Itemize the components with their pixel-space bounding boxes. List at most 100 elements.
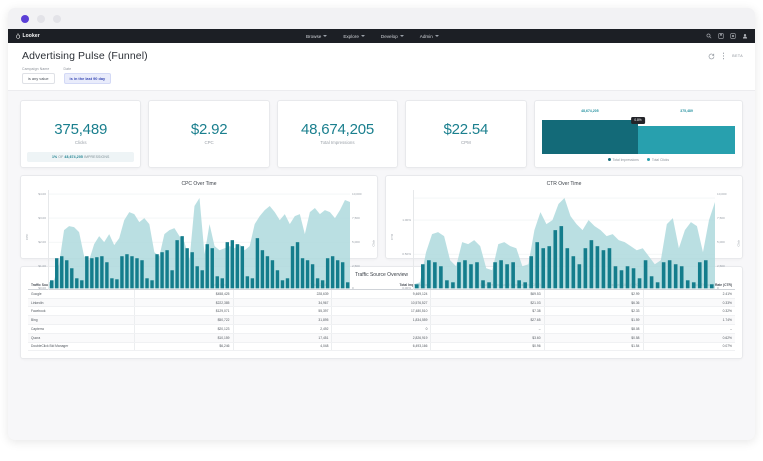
funnel-plot-area: 48,674,205 375,489 0.8%	[541, 108, 735, 154]
legend-item-total-impressions[interactable]: Total Impressions	[607, 157, 639, 162]
cpc-right-axis: Click 10,000 7,500 5,000 2,500 0	[350, 190, 375, 290]
chart-title: CPC Over Time	[181, 180, 217, 187]
legend-swatch-icon	[646, 158, 650, 162]
bookmark-icon[interactable]	[717, 33, 724, 40]
filter-value-campaign-name[interactable]: is any value	[22, 72, 55, 84]
kpi-tile-clicks[interactable]: 375,489 Clicks 1% OF 48,674,205 IMPRESSI…	[20, 99, 142, 168]
cell-cpm: $69.53	[430, 289, 545, 299]
chart-title: CTR Over Time	[546, 180, 582, 187]
axis-title: Click	[736, 240, 740, 247]
cell-cpc: $8.08	[544, 324, 644, 334]
filter-label: Date	[63, 67, 72, 71]
refresh-icon[interactable]	[708, 53, 715, 60]
table-row[interactable]: Capterra $20,123 2,492 0 – $8.08 –	[28, 324, 735, 334]
cell-cpm: $3.60	[430, 333, 545, 343]
kpi-tile-cpm[interactable]: $22.54 CPM	[405, 99, 527, 168]
cell-traffic-source: LinkedIn	[28, 298, 135, 308]
ctr-over-time-tile[interactable]: CTR Over Time CTR 1.00% 0.50% 0.00%	[385, 174, 743, 303]
cell-ctr: 0.33%	[643, 298, 735, 308]
nav-item-admin[interactable]: Admin	[420, 34, 439, 39]
nav-item-explore[interactable]: Explore	[343, 34, 365, 39]
kpi-footer-percent: 1%	[51, 154, 58, 159]
axis-tick: 10,000	[352, 191, 362, 196]
nav-label: Develop	[380, 33, 398, 39]
cell-traffic-source: Facebook	[28, 306, 135, 317]
cell-ctr: 1.74%	[643, 315, 735, 325]
page-title: Advertising Pulse (Funnel)	[22, 50, 148, 62]
kpi-label: Clicks	[74, 139, 87, 145]
filter-value-date[interactable]: is in the last 90 day	[63, 72, 112, 84]
window-maximize-dot[interactable]	[53, 14, 61, 23]
cell-total-clicks: 31,895	[233, 315, 333, 325]
axis-tick: 5,000	[717, 240, 725, 245]
axis-tick: 0.50%	[402, 252, 411, 257]
ctr-canvas	[413, 189, 715, 291]
cell-cpc: $1.59	[544, 315, 644, 325]
cell-total-impressions: 17,480,510	[331, 306, 432, 317]
kebab-menu-icon[interactable]	[722, 52, 725, 60]
kpi-footer-unit: IMPRESSIONS	[82, 154, 110, 159]
avatar-icon[interactable]	[741, 33, 748, 40]
kpi-tile-total-impressions[interactable]: 48,674,205 Total Impressions	[276, 99, 399, 168]
kpi-comparison-footer: 1% OF 48,674,205 IMPRESSIONS	[27, 151, 135, 162]
axis-tick: 1.00%	[402, 217, 411, 222]
timeseries-row: CPC Over Time CPC $4.00 $3.00 $2.00 $1.0…	[20, 174, 743, 303]
chevron-down-icon	[323, 35, 328, 37]
table-row[interactable]: Bing $50,722 31,895 1,834,559 $27.65 $1.…	[28, 315, 735, 325]
cell-total-impressions: 10,576,527	[331, 298, 432, 308]
nav-item-browse[interactable]: Browse	[306, 34, 328, 39]
cell-total-cost: $129,071	[134, 306, 234, 317]
table-row[interactable]: Google $458,425 228,639 9,469,124 $69.53…	[28, 289, 735, 299]
table-row[interactable]: DoubleClick Bid Manager $6,246 4,048 6,4…	[28, 342, 735, 352]
nav-actions	[705, 33, 748, 40]
legend-label: Total Impressions	[612, 157, 639, 162]
kpi-label: CPM	[460, 139, 471, 145]
legend-label: Total Clicks	[651, 157, 670, 162]
cell-cpm: $27.65	[430, 315, 545, 325]
cell-ctr: –	[643, 324, 735, 334]
cell-total-clicks: 4,048	[233, 342, 333, 352]
kpi-footer-total: 48,674,205	[64, 154, 83, 159]
nav-item-develop[interactable]: Develop	[381, 34, 404, 39]
cell-cpm: $21.03	[430, 298, 545, 308]
cell-total-impressions: 2,826,919	[331, 333, 432, 343]
kpi-tile-cpc[interactable]: $2.92 CPC	[148, 99, 270, 168]
ctr-plot: CTR 1.00% 0.50% 0.00%	[390, 189, 740, 291]
cell-total-impressions: 6,493,166	[331, 342, 432, 352]
cell-traffic-source: Capterra	[28, 324, 135, 334]
axis-tick: $3.00	[38, 215, 46, 220]
window-close-dot[interactable]	[21, 14, 29, 23]
filter-campaign-name: Campaign Name is any value	[22, 67, 55, 84]
help-icon[interactable]	[729, 33, 736, 40]
axis-tick: 10,000	[717, 191, 727, 196]
cell-total-clicks: 2,492	[233, 324, 333, 334]
search-icon[interactable]	[705, 33, 712, 40]
cell-total-clicks: 228,639	[233, 289, 333, 299]
cell-ctr: 0.32%	[643, 306, 735, 317]
ctr-left-axis: CTR 1.00% 0.50% 0.00%	[390, 190, 413, 290]
cell-total-cost: $222,385	[134, 298, 234, 308]
table-row[interactable]: LinkedIn $222,385 34,967 10,576,527 $21.…	[28, 298, 735, 308]
window-minimize-dot[interactable]	[37, 14, 45, 23]
traffic-source-table: Traffic Source Total Cost⌄ Total Clicks …	[28, 280, 735, 352]
looker-mark-icon	[16, 33, 20, 39]
cell-traffic-source: DoubleClick Bid Manager	[28, 342, 135, 352]
ctr-right-axis: Click 10,000 7,500 5,000 2,500 0	[715, 190, 740, 290]
dashboard-header: Advertising Pulse (Funnel) BETA Campaign…	[8, 43, 755, 91]
funnel-tooltip: 0.8%	[631, 116, 645, 125]
cpc-chart-svg	[49, 193, 350, 289]
axis-tick: 7,500	[352, 215, 360, 220]
kpi-label: CPC	[204, 139, 214, 145]
cell-cpc: $2.99	[544, 289, 644, 299]
cell-cpc: $2.33	[544, 306, 644, 317]
looker-logo[interactable]: Looker	[15, 33, 40, 39]
legend-item-total-clicks[interactable]: Total Clicks	[646, 157, 670, 162]
cell-traffic-source: Google	[28, 289, 135, 299]
funnel-chart-tile[interactable]: 48,674,205 375,489 0.8% Total Impression…	[533, 99, 743, 168]
cpc-over-time-tile[interactable]: CPC Over Time CPC $4.00 $3.00 $2.00 $1.0…	[20, 174, 378, 303]
axis-tick: $0.00	[38, 286, 46, 291]
dashboard-body: 375,489 Clicks 1% OF 48,674,205 IMPRESSI…	[8, 91, 755, 360]
axis-tick: 7,500	[717, 215, 725, 220]
table-row[interactable]: Facebook $129,071 55,397 17,480,510 $7.3…	[28, 306, 735, 317]
table-row[interactable]: Quora $10,159 17,451 2,826,919 $3.60 $0.…	[28, 333, 735, 343]
